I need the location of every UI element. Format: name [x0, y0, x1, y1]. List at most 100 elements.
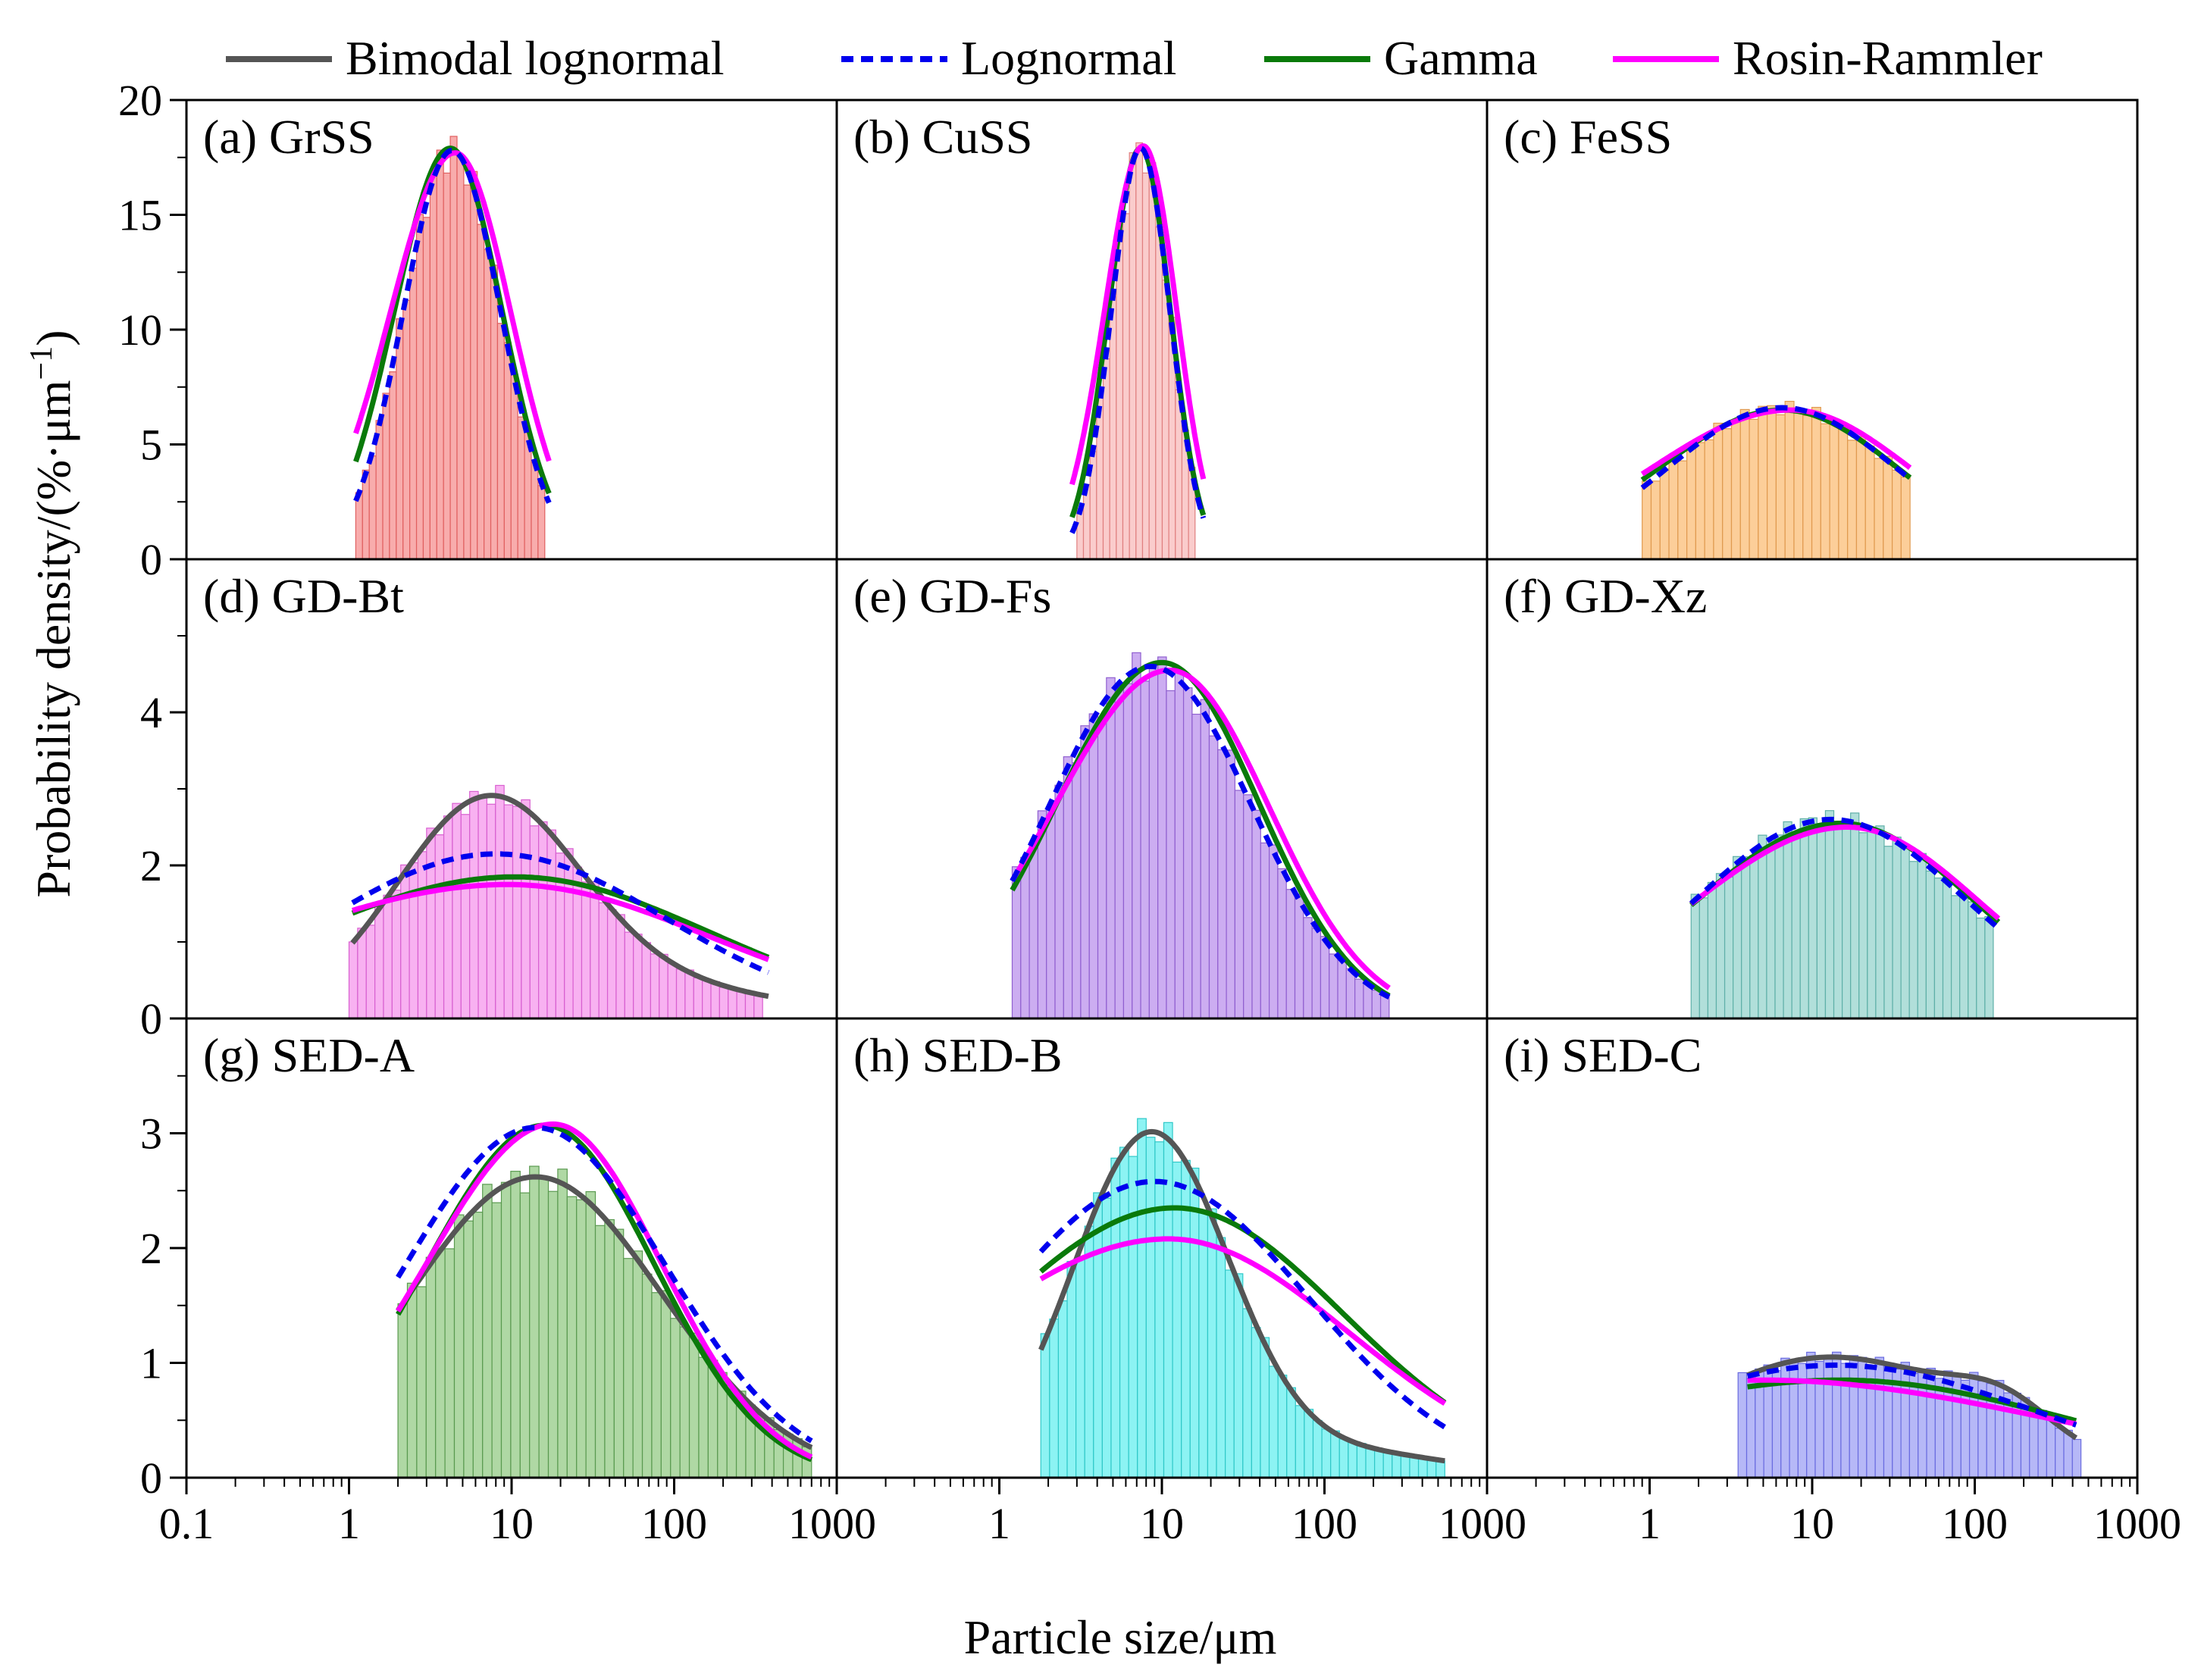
- histogram-bar: [510, 1171, 521, 1478]
- y-tick-label: 2: [140, 1224, 162, 1273]
- histogram-bar: [632, 1250, 643, 1478]
- y-axis-title-sup: −1: [24, 346, 59, 380]
- histogram-bar: [452, 802, 462, 1018]
- histogram-bar: [2029, 1409, 2039, 1478]
- histogram-bar: [1063, 756, 1073, 1018]
- histogram-bar: [1833, 821, 1843, 1018]
- histogram-bar: [529, 1165, 540, 1478]
- histogram-bar: [472, 1212, 484, 1478]
- histogram-bar: [400, 864, 410, 1018]
- histogram-bar: [406, 1282, 418, 1478]
- histogram-bar: [1226, 749, 1235, 1018]
- histogram-bar: [531, 461, 539, 559]
- histogram-bar: [1088, 713, 1099, 1018]
- histogram-bar: [416, 1286, 427, 1478]
- histogram-bar: [1784, 400, 1795, 559]
- histogram-bar: [1304, 1409, 1314, 1478]
- histogram-bar: [1730, 420, 1741, 559]
- histogram-bar: [1260, 842, 1270, 1018]
- panels: (a) GrSS (b) CuSS (c) FeSS (d) GD-Bt (e) GD-…: [203, 110, 2082, 1478]
- histogram-bar: [1114, 687, 1125, 1018]
- histogram-bar: [1356, 1443, 1367, 1478]
- histogram-bar: [623, 1258, 634, 1478]
- histogram-bar: [1775, 414, 1786, 559]
- histogram-bar: [1084, 1225, 1094, 1478]
- histogram-bar: [1642, 480, 1652, 559]
- histogram-bar: [1650, 480, 1661, 559]
- histogram-bar: [417, 851, 427, 1018]
- panel-label: (h) SED-B: [853, 1028, 1063, 1082]
- histogram-bar: [1850, 812, 1860, 1018]
- histogram-bar: [1883, 846, 1893, 1018]
- panel-ised-c: (i) SED-C: [1504, 1028, 2082, 1478]
- bimodal-lognormal-curve: [350, 793, 769, 1000]
- panel-agrss: (a) GrSS: [203, 110, 552, 559]
- histogram-bar: [355, 492, 363, 559]
- rosin-rammler-curve: [396, 1121, 813, 1460]
- histogram-bar: [482, 1184, 493, 1478]
- panel-label: (f) GD-Xz: [1504, 569, 1707, 623]
- plot-area: [1737, 1351, 2082, 1478]
- panel-fgd-xz: (f) GD-Xz: [1504, 569, 2001, 1018]
- histogram-bar: [1695, 442, 1705, 559]
- histogram-bar: [1698, 897, 1709, 1018]
- histogram-bar: [1766, 843, 1776, 1018]
- histogram-bar: [585, 1190, 596, 1478]
- histogram-bar: [1072, 762, 1082, 1018]
- histogram-bar: [1668, 460, 1679, 559]
- histogram-bar: [736, 990, 747, 1018]
- histogram-bar: [744, 993, 755, 1018]
- histogram-bar: [1774, 834, 1784, 1018]
- histogram-bar: [1934, 1378, 1945, 1478]
- histogram-bar: [443, 815, 453, 1018]
- plot-area: [1640, 400, 1912, 559]
- histogram-bar: [2046, 1419, 2056, 1478]
- histogram-bar: [1321, 1428, 1332, 1478]
- y-tick-label: 2: [140, 841, 162, 890]
- lognormal-curve: [1038, 1178, 1447, 1430]
- histogram-bar: [1704, 439, 1714, 559]
- bimodal-lognormal-curve: [1038, 1128, 1445, 1464]
- plot-area: [353, 136, 552, 559]
- histogram-bar: [1417, 1457, 1428, 1478]
- histogram-bar: [1841, 825, 1852, 1018]
- histogram-bar: [624, 931, 634, 1018]
- histogram-bar: [1182, 687, 1193, 1018]
- histogram-bar: [512, 806, 522, 1018]
- histogram-bar: [425, 1256, 437, 1478]
- histogram-bar: [1820, 423, 1830, 559]
- histogram-bar: [1722, 428, 1733, 559]
- histogram-bar: [1216, 1237, 1226, 1478]
- histogram-bar: [1166, 690, 1176, 1018]
- lognormal-curve: [353, 148, 552, 504]
- histogram-bar: [1243, 794, 1253, 1018]
- legend-label: Rosin-Rammler: [1733, 31, 2043, 85]
- legend-label: Gamma: [1384, 31, 1538, 85]
- histogram-bar: [679, 1326, 690, 1478]
- histogram-bar: [675, 968, 686, 1018]
- histogram-bar: [453, 1214, 465, 1478]
- histogram-bar: [1348, 1441, 1358, 1478]
- tick-labels: 0.1 1 10 100 1000 1 10 100 1000 1 10 100 10000510152…: [118, 76, 2181, 1548]
- histogram-bar: [547, 1190, 559, 1478]
- histogram-bar: [1028, 843, 1038, 1018]
- histogram-bar: [382, 393, 390, 559]
- histogram-bar: [1132, 652, 1141, 1018]
- histogram-bar: [1320, 936, 1330, 1018]
- y-tick-label: 3: [140, 1109, 162, 1159]
- histogram-bar: [1802, 415, 1813, 559]
- histogram-bar: [1242, 1308, 1252, 1478]
- histogram-bar: [1046, 809, 1056, 1018]
- histogram-bar: [383, 894, 393, 1018]
- histogram-bar: [1436, 1460, 1445, 1478]
- histogram-bar: [1161, 280, 1169, 559]
- histogram-bar: [1908, 1372, 1919, 1478]
- y-axis-title-main: Probability density/(%·μm: [27, 380, 80, 897]
- x-tick-label: 1000: [2093, 1499, 2181, 1548]
- histogram-bar: [1337, 959, 1347, 1018]
- histogram-bar: [1251, 1327, 1261, 1478]
- histogram-bar: [1900, 476, 1911, 559]
- histogram-bar: [1832, 1351, 1842, 1478]
- y-tick-label: 20: [118, 76, 162, 125]
- x-tick-label: 1000: [788, 1499, 876, 1548]
